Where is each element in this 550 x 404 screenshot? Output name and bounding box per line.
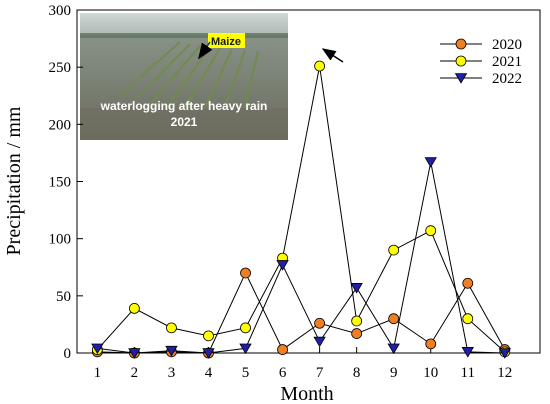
x-axis: 1 2 3 4 5 6 7 8 9 10 11 12 [94, 347, 512, 381]
x-tick-label: 11 [461, 365, 475, 381]
y-axis-title: Precipitation / mm [3, 106, 25, 255]
data-point-2022 [276, 260, 289, 271]
data-point-2021 [462, 313, 474, 325]
x-tick-label: 3 [168, 365, 176, 381]
data-point-2021 [425, 225, 437, 237]
data-point-2020 [388, 313, 400, 325]
maize-label-box [208, 33, 245, 48]
data-point-2021 [166, 322, 177, 334]
x-tick-label: 2 [131, 365, 139, 381]
x-tick-label: 6 [279, 365, 287, 381]
data-point-2021 [351, 315, 363, 327]
y-tick-label: 50 [56, 289, 71, 305]
series-line-2022 [97, 161, 505, 354]
data-point-2020 [314, 317, 326, 329]
legend-marker [455, 55, 467, 67]
legend-item-2022: 2022 [440, 71, 522, 87]
data-point-2021 [314, 60, 326, 72]
y-tick-label: 300 [49, 3, 72, 19]
legend-item-2020: 2020 [440, 37, 522, 53]
maize-arrow [198, 41, 213, 60]
series-2022 [91, 157, 512, 359]
y-tick-label: 250 [49, 60, 72, 76]
data-point-2020 [425, 338, 437, 350]
y-tick-label: 200 [49, 117, 72, 133]
data-point-2021 [240, 322, 251, 334]
y-tick-label: 150 [49, 175, 72, 191]
y-tick-label: 100 [49, 232, 72, 248]
x-axis-title: Month [280, 383, 333, 404]
legend-marker [454, 73, 468, 84]
x-tick-label: 8 [353, 365, 361, 381]
legend-label: 2020 [492, 37, 522, 53]
legend-label: 2022 [492, 71, 522, 87]
series-line-2021 [97, 65, 506, 353]
data-point-2021 [388, 244, 400, 256]
data-point-2022 [128, 348, 141, 359]
series-2020 [91, 267, 511, 359]
data-point-2022 [498, 348, 512, 359]
series-line-2020 [97, 271, 506, 354]
x-tick-label: 7 [316, 365, 324, 381]
legend-marker [455, 38, 467, 50]
y-tick-label: 0 [64, 346, 72, 362]
data-point-2020 [462, 277, 474, 289]
legend-label: 2021 [492, 54, 522, 70]
data-point-2022 [202, 348, 215, 359]
series-layer [91, 60, 512, 359]
data-point-2022 [387, 343, 400, 355]
data-point-2020 [277, 344, 288, 355]
data-point-2021 [129, 303, 140, 314]
peak-arrow [321, 48, 344, 63]
photo-caption-line2: 2021 [171, 115, 198, 129]
x-tick-label: 9 [390, 365, 398, 381]
data-point-2022 [350, 283, 363, 294]
inset-photo: Maize waterlogging after heavy rain 2021 [80, 13, 288, 140]
x-tick-label: 1 [94, 365, 102, 381]
data-point-2022 [239, 343, 252, 355]
x-tick-label: 4 [205, 365, 213, 381]
data-point-2022 [165, 345, 178, 357]
photo-caption-line1: waterlogging after heavy rain [100, 99, 268, 113]
data-point-2020 [351, 328, 363, 339]
x-tick-label: 5 [242, 365, 250, 381]
maize-label: Maize [211, 36, 241, 48]
x-tick-label: 10 [423, 365, 438, 381]
data-point-2022 [461, 347, 474, 358]
legend-item-2021: 2021 [440, 54, 522, 70]
y-axis: 0 50 100 150 200 250 300 [49, 3, 83, 362]
data-point-2021 [203, 330, 214, 342]
data-point-2020 [240, 267, 251, 279]
data-point-2022 [91, 343, 104, 355]
x-tick-label: 12 [497, 365, 512, 381]
data-point-2022 [313, 336, 326, 348]
data-point-2022 [424, 157, 437, 168]
